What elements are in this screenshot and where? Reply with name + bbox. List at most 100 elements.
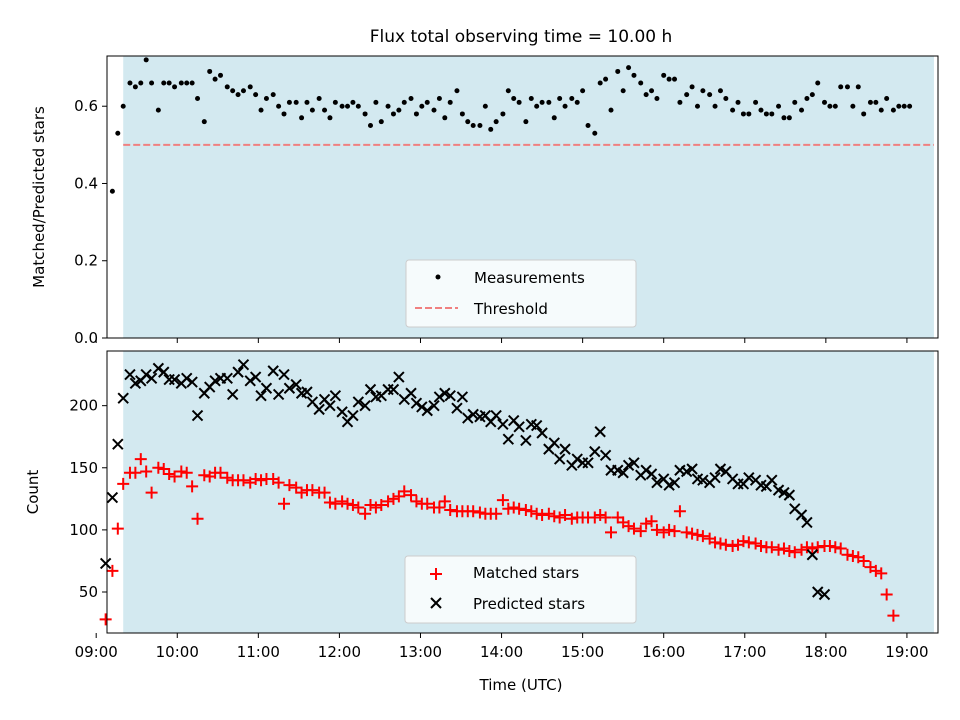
measurement-point xyxy=(201,119,207,125)
measurement-point xyxy=(717,88,723,94)
predicted-star-point xyxy=(364,383,377,396)
predicted-star-point xyxy=(168,373,181,386)
matched-star-point xyxy=(565,512,578,525)
matched-star-point xyxy=(318,486,331,499)
measurement-point xyxy=(276,103,282,109)
measurement-point xyxy=(115,130,121,136)
matched-star-point xyxy=(496,494,509,507)
matched-star-point xyxy=(754,540,767,553)
matched-star-point xyxy=(806,542,819,555)
predicted-star-point xyxy=(237,358,250,371)
x-tick-label: 12:00 xyxy=(318,643,361,661)
predicted-star-point xyxy=(267,365,279,377)
bottom-y-axis: 50 100 150 200 xyxy=(69,397,107,601)
matched-star-point xyxy=(346,499,359,512)
bottom-legend-box xyxy=(404,555,637,624)
measurement-point xyxy=(557,95,563,101)
matched-star-point xyxy=(663,523,676,536)
matched-star-point xyxy=(106,564,119,577)
legend-matched-label: Matched stars xyxy=(473,564,579,582)
matched-star-point xyxy=(295,486,308,499)
measurement-point xyxy=(551,115,557,121)
x-axis-label: Time (UTC) xyxy=(479,676,563,694)
measurement-point xyxy=(758,107,764,113)
measurement-point xyxy=(809,92,815,98)
predicted-star-point xyxy=(336,406,348,418)
predicted-star-point xyxy=(124,368,136,381)
matched-star-point xyxy=(152,461,165,474)
matched-star-point xyxy=(783,545,796,558)
measurement-point xyxy=(615,68,621,74)
measurement-point xyxy=(367,123,373,129)
x-tick-label: 14:00 xyxy=(480,643,523,661)
measurement-point xyxy=(740,111,746,117)
measurement-point xyxy=(799,107,805,113)
measurement-point xyxy=(677,99,683,105)
top-plot-frame xyxy=(106,55,939,339)
measurement-point xyxy=(138,80,144,86)
measurement-point xyxy=(408,95,414,101)
matched-star-point xyxy=(180,466,193,479)
predicted-star-point xyxy=(244,375,256,387)
measurement-point xyxy=(178,80,184,86)
measurement-point xyxy=(631,72,637,78)
measurement-point xyxy=(523,119,529,125)
measurement-point xyxy=(562,103,568,109)
measurement-point xyxy=(436,95,442,101)
measurement-point xyxy=(580,88,586,94)
matched-star-point xyxy=(696,530,709,543)
y-tick-label: 0.0 xyxy=(74,329,98,347)
matched-star-point xyxy=(709,536,722,549)
measurement-point xyxy=(396,107,402,113)
predicted-star-point xyxy=(278,368,290,381)
measurement-point xyxy=(493,119,499,125)
x-tick-label: 18:00 xyxy=(804,643,847,661)
matched-star-point xyxy=(714,537,727,550)
measurement-point xyxy=(316,95,322,101)
predicted-star-point xyxy=(594,426,606,438)
matched-star-point xyxy=(875,567,888,580)
measurement-point xyxy=(763,111,769,117)
matched-star-point xyxy=(880,588,893,601)
measurement-point xyxy=(821,99,827,105)
predicted-star-point xyxy=(249,371,262,383)
predicted-star-point xyxy=(582,457,594,469)
matched-star-point xyxy=(502,502,515,515)
predicted-star-point xyxy=(433,391,446,403)
predicted-star-point xyxy=(548,437,560,449)
legend-matched-marker xyxy=(430,568,442,580)
measurement-point xyxy=(873,99,879,105)
predicted-star-point xyxy=(709,472,721,484)
measurement-point xyxy=(327,115,333,121)
measurement-point xyxy=(286,99,292,105)
measurement-point xyxy=(672,76,678,82)
predicted-star-point xyxy=(467,408,479,421)
matched-star-point xyxy=(857,554,870,567)
measurement-point xyxy=(832,103,838,109)
measurement-point xyxy=(592,130,598,136)
measurement-point xyxy=(528,95,534,101)
predicted-star-point xyxy=(795,509,808,521)
y-tick-label: 50 xyxy=(79,583,98,601)
predicted-star-point xyxy=(410,397,423,409)
measurement-point xyxy=(901,103,907,109)
predicted-star-point xyxy=(428,399,440,412)
matched-star-point xyxy=(622,520,635,533)
y-tick-label: 0.4 xyxy=(74,174,98,192)
top-y-axis-label: Matched/Predicted stars xyxy=(30,106,48,288)
matched-star-point xyxy=(364,499,377,512)
measurement-point xyxy=(293,99,299,105)
predicted-star-point xyxy=(697,474,709,486)
measurement-point xyxy=(309,107,315,113)
predicted-star-point xyxy=(536,427,548,439)
predicted-star-point xyxy=(651,476,663,489)
measurement-point xyxy=(172,84,178,90)
measurement-point xyxy=(109,188,115,194)
measurement-point xyxy=(792,99,798,105)
bottom-y-axis-label: Count xyxy=(24,470,42,515)
measurement-point xyxy=(838,84,844,90)
matched-star-point xyxy=(594,508,607,521)
matched-star-point xyxy=(341,497,354,510)
measurement-point xyxy=(207,68,213,74)
